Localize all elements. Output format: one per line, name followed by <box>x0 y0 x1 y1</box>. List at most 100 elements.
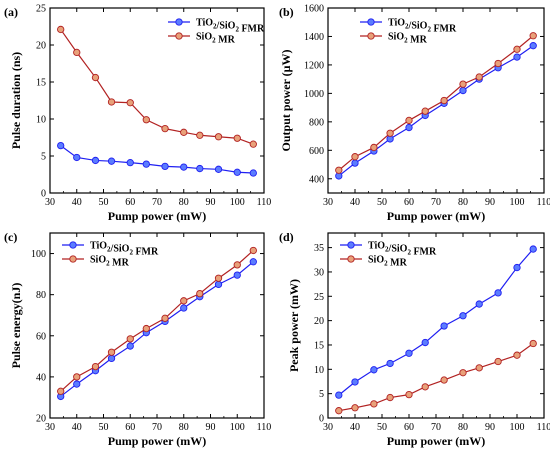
x-tick-label: 110 <box>257 197 272 208</box>
legend-marker <box>347 241 355 249</box>
x-tick-label: 70 <box>431 197 441 208</box>
legend-label: SiO2 MR <box>90 255 130 269</box>
x-tick-label: 30 <box>323 197 333 208</box>
x-tick-label: 110 <box>537 197 550 208</box>
data-point <box>126 99 134 107</box>
legend-label: SiO2 MR <box>368 255 408 269</box>
data-point <box>513 263 521 272</box>
data-point <box>405 349 413 357</box>
y-tick-label: 1000 <box>304 89 324 100</box>
legend-marker <box>69 241 77 249</box>
data-point <box>386 129 394 137</box>
x-tick-label: 50 <box>377 422 387 433</box>
legend-label: SiO2 MR <box>196 32 236 46</box>
x-tick-label: 40 <box>350 422 360 433</box>
series-line <box>338 248 534 396</box>
series-line <box>338 343 534 412</box>
y-tick-label: 1600 <box>304 4 324 15</box>
data-point <box>440 376 448 384</box>
data-point <box>161 124 169 133</box>
x-axis-title: Pump power (mW) <box>387 434 485 448</box>
data-point <box>370 400 378 408</box>
data-point <box>73 373 81 381</box>
x-tick-label: 80 <box>458 422 468 433</box>
series-line <box>338 45 534 177</box>
data-point <box>421 107 429 115</box>
series-line <box>60 261 254 397</box>
data-point <box>180 163 188 171</box>
y-tick-label: 400 <box>309 174 324 185</box>
y-tick-label: 1400 <box>304 32 324 43</box>
data-point <box>370 366 378 374</box>
data-point <box>107 98 116 106</box>
data-point <box>107 354 116 363</box>
x-tick-label: 90 <box>206 197 216 208</box>
data-point <box>386 359 394 368</box>
y-tick-label: 0 <box>319 414 324 425</box>
data-point <box>513 53 521 61</box>
y-tick-label: 15 <box>36 78 46 89</box>
chart-panel-c: (c) 30 40 50 60 70 80 90 100 110 20 40 60 80 100 Pump p… <box>4 230 271 448</box>
series-tio2-sio2-fmr <box>335 245 537 399</box>
data-point <box>73 48 81 57</box>
data-point <box>405 116 413 125</box>
y-tick-label: 600 <box>309 146 324 157</box>
y-tick-label: 40 <box>36 372 46 383</box>
series-sio2-mr <box>57 25 257 148</box>
data-point <box>405 390 413 399</box>
panel-label: (b) <box>279 5 294 19</box>
data-point <box>161 162 169 171</box>
chart-panel-a: (a) 30 40 50 60 70 80 90 100 110 0 5 10 15 20 25 Pump po… <box>4 4 271 224</box>
data-point <box>475 73 483 81</box>
y-tick-label: 800 <box>309 117 324 128</box>
x-tick-label: 70 <box>152 197 162 208</box>
x-tick-label: 50 <box>99 422 109 433</box>
legend-marker <box>367 18 375 26</box>
series-tio2-sio2-fmr <box>57 141 257 177</box>
data-point <box>107 157 116 165</box>
legend-marker <box>175 18 183 26</box>
data-point <box>249 140 257 148</box>
x-tick-label: 50 <box>99 197 109 208</box>
legend-marker <box>175 32 183 40</box>
data-point <box>459 80 467 88</box>
y-tick-label: 20 <box>36 414 46 425</box>
chart-panel-d: (d) 30 40 50 60 70 80 90 100 110 0 5 10 15 20 25 30 35 Pum… <box>279 230 550 448</box>
y-tick-label: 20 <box>314 316 324 327</box>
x-tick-label: 90 <box>206 422 216 433</box>
data-point <box>126 335 134 343</box>
y-tick-label: 10 <box>314 365 324 376</box>
x-tick-label: 80 <box>179 422 189 433</box>
data-point <box>529 245 537 253</box>
y-tick-label: 20 <box>36 41 46 52</box>
series-sio2-mr <box>335 32 537 174</box>
x-tick-label: 60 <box>125 422 135 433</box>
y-axis-title: Output power (μW) <box>279 50 293 152</box>
x-tick-label: 40 <box>72 197 82 208</box>
legend-label: TiO2/SiO2 FMR <box>196 18 265 35</box>
data-point <box>233 168 241 176</box>
data-point <box>335 407 343 415</box>
data-point <box>91 362 100 371</box>
y-tick-label: 5 <box>41 152 46 163</box>
y-tick-label: 1200 <box>304 60 324 71</box>
data-point <box>57 25 65 34</box>
x-tick-label: 70 <box>152 422 162 433</box>
data-point <box>494 357 502 366</box>
y-tick-label: 100 <box>31 249 46 260</box>
series-tio2-sio2-fmr <box>335 42 537 180</box>
legend-marker <box>69 255 77 263</box>
x-tick-label: 50 <box>377 197 387 208</box>
data-point <box>196 131 204 139</box>
x-tick-label: 110 <box>257 422 272 433</box>
data-point <box>351 159 359 167</box>
data-point <box>529 42 537 50</box>
x-axis-title: Pump power (mW) <box>108 434 206 448</box>
x-tick-label: 40 <box>72 422 82 433</box>
chart-panel-b: (b) 30 40 50 60 70 80 90 100 110 400 600 800 1000 1200… <box>279 4 550 224</box>
x-tick-label: 100 <box>510 422 525 433</box>
x-tick-label: 90 <box>485 197 495 208</box>
data-point <box>335 166 343 174</box>
series-line <box>60 250 254 392</box>
